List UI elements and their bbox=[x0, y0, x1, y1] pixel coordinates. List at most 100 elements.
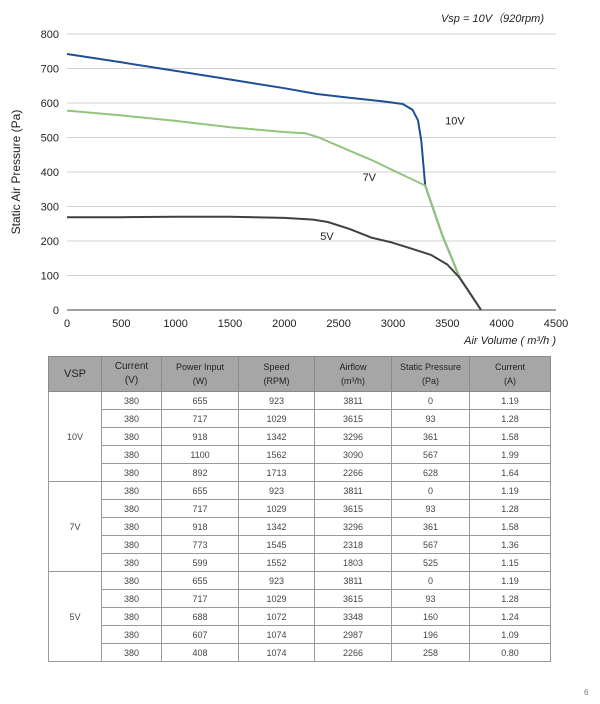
table-cell: 380 bbox=[101, 409, 162, 428]
table-cell: 380 bbox=[101, 445, 162, 464]
table-cell: 688 bbox=[161, 607, 239, 626]
table-cell: 923 bbox=[238, 481, 315, 500]
table-row: 380 408 1074 2266 258 0.80 bbox=[49, 643, 551, 662]
table-cell: 717 bbox=[161, 409, 239, 428]
x-tick-label: 0 bbox=[64, 318, 70, 330]
vsp-group-cell: 5V bbox=[48, 571, 102, 662]
table-cell: 2987 bbox=[314, 625, 392, 644]
table-cell: 1.15 bbox=[469, 553, 551, 572]
column-header: Airflow (m³/h) bbox=[314, 356, 392, 392]
table-cell: 923 bbox=[238, 571, 315, 590]
x-tick-label: 1000 bbox=[163, 318, 187, 330]
table-cell: 655 bbox=[161, 571, 239, 590]
table-row: 380 688 1072 3348 160 1.24 bbox=[49, 607, 551, 626]
table-cell: 1.36 bbox=[469, 535, 551, 554]
table-row: 380 892 1713 2266 628 1.64 bbox=[49, 463, 551, 482]
table-cell: 1342 bbox=[238, 427, 315, 446]
table-cell: 1072 bbox=[238, 607, 315, 626]
table-row: 380 607 1074 2987 196 1.09 bbox=[49, 625, 551, 644]
table-cell: 525 bbox=[391, 553, 470, 572]
table-cell: 655 bbox=[161, 481, 239, 500]
table-row: 5V 380 655 923 3811 0 1.19 bbox=[48, 571, 551, 662]
table-cell: 1074 bbox=[238, 625, 315, 644]
y-tick-label: 500 bbox=[41, 133, 59, 145]
table-cell: 380 bbox=[101, 553, 162, 572]
curve-label: 7V bbox=[363, 172, 377, 184]
table-cell: 1029 bbox=[238, 499, 315, 518]
table-cell: 380 bbox=[101, 517, 162, 536]
column-header-label: Power Input bbox=[175, 362, 225, 372]
y-axis-label: Static Air Pressure (Pa) bbox=[9, 110, 23, 235]
table-cell: 1029 bbox=[238, 409, 315, 428]
table-cell: 567 bbox=[391, 535, 470, 554]
table-cell: 380 bbox=[101, 535, 162, 554]
table-cell: 607 bbox=[161, 625, 239, 644]
column-header-label: Current bbox=[114, 361, 149, 372]
table-row: 380 918 1342 3296 361 1.58 bbox=[49, 517, 551, 536]
table-cell: 380 bbox=[101, 571, 162, 590]
table-cell: 380 bbox=[101, 625, 162, 644]
column-header: Speed (RPM) bbox=[238, 356, 315, 392]
x-axis-label: Air Volume ( m³/h ) bbox=[463, 335, 556, 347]
table-cell: 2318 bbox=[314, 535, 392, 554]
table-cell: 1342 bbox=[238, 517, 315, 536]
performance-table: VSP Current (V) Power Input (W) Speed (RPM) Air… bbox=[48, 356, 551, 662]
column-header-unit: (m³/h) bbox=[341, 376, 365, 386]
x-tick-label: 2000 bbox=[272, 318, 296, 330]
y-tick-label: 100 bbox=[41, 271, 59, 283]
table-cell: 3811 bbox=[314, 571, 392, 590]
table-cell: 3090 bbox=[314, 445, 392, 464]
table-cell: 408 bbox=[161, 643, 239, 662]
table-cell: 93 bbox=[391, 589, 470, 608]
table-row: 380 717 1029 3615 93 1.28 bbox=[49, 499, 551, 518]
table-cell: 3296 bbox=[314, 517, 392, 536]
column-header-label: Airflow bbox=[339, 362, 367, 372]
table-cell: 1803 bbox=[314, 553, 392, 572]
chart-title: Vsp = 10V（920rpm) bbox=[441, 12, 544, 25]
table-cell: 1.09 bbox=[469, 625, 551, 644]
table-cell: 1.64 bbox=[469, 463, 551, 482]
table-cell: 1074 bbox=[238, 643, 315, 662]
column-header: Current (V) bbox=[101, 356, 162, 392]
table-cell: 717 bbox=[161, 589, 239, 608]
y-tick-label: 400 bbox=[41, 167, 59, 179]
x-tick-label: 500 bbox=[112, 318, 130, 330]
table-cell: 1.19 bbox=[469, 571, 551, 590]
table-cell: 628 bbox=[391, 463, 470, 482]
table-cell: 567 bbox=[391, 445, 470, 464]
table-cell: 3811 bbox=[314, 481, 392, 500]
performance-chart: 0 100 200 300 400 500 600 700 800 0 500 1000 1500 200… bbox=[9, 12, 568, 347]
table-cell: 2266 bbox=[314, 463, 392, 482]
y-tick-label: 700 bbox=[41, 64, 59, 76]
x-tick-label: 4000 bbox=[489, 318, 513, 330]
table-cell: 361 bbox=[391, 517, 470, 536]
table-cell: 196 bbox=[391, 625, 470, 644]
x-tick-label: 3000 bbox=[381, 318, 405, 330]
table-cell: 380 bbox=[101, 643, 162, 662]
table-cell: 3811 bbox=[314, 391, 392, 410]
table-cell: 655 bbox=[161, 391, 239, 410]
table-cell: 0.80 bbox=[469, 643, 551, 662]
table-cell: 1.19 bbox=[469, 481, 551, 500]
table-header-row: VSP Current (V) Power Input (W) Speed (RPM) Air… bbox=[48, 356, 551, 392]
table-cell: 892 bbox=[161, 463, 239, 482]
x-tick-label: 2500 bbox=[326, 318, 350, 330]
table-cell: 1029 bbox=[238, 589, 315, 608]
table-cell: 1552 bbox=[238, 553, 315, 572]
table-cell: 1.99 bbox=[469, 445, 551, 464]
table-row: 380 1100 1562 3090 567 1.99 bbox=[49, 445, 551, 464]
y-tick-label: 0 bbox=[53, 305, 59, 317]
table-cell: 773 bbox=[161, 535, 239, 554]
table-cell: 380 bbox=[101, 499, 162, 518]
table-row: 380 717 1029 3615 93 1.28 bbox=[49, 409, 551, 428]
column-header: Power Input (W) bbox=[161, 356, 239, 392]
column-header-label: Speed bbox=[263, 362, 290, 372]
table-cell: 1562 bbox=[238, 445, 315, 464]
column-header-unit: (RPM) bbox=[263, 376, 290, 386]
table-cell: 3615 bbox=[314, 499, 392, 518]
y-tick-label: 300 bbox=[41, 202, 59, 214]
column-header-unit: (Pa) bbox=[421, 376, 439, 386]
table-cell: 599 bbox=[161, 553, 239, 572]
table-cell: 918 bbox=[161, 427, 239, 446]
table-row: 380 773 1545 2318 567 1.36 bbox=[49, 535, 551, 554]
